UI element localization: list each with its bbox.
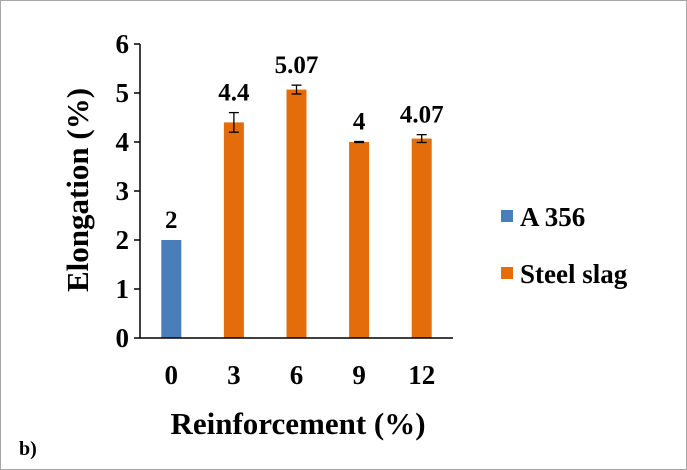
legend-label-a356: A 356 (520, 202, 585, 232)
y-tick-label: 1 (116, 274, 130, 304)
legend-swatch-a356 (501, 210, 513, 222)
y-axis-ticks: 0 1 2 3 4 5 6 (116, 29, 140, 353)
bar (223, 122, 244, 339)
legend: A 356 Steel slag (501, 202, 628, 289)
legend-swatch-steel-slag (501, 267, 513, 279)
data-label: 5.07 (275, 52, 319, 79)
x-axis-title: Reinforcement (%) (170, 406, 425, 441)
y-tick-label: 2 (116, 225, 130, 255)
bar (286, 89, 307, 338)
y-tick-label: 3 (116, 176, 130, 206)
bar (161, 240, 182, 338)
x-tick-label: 0 (165, 360, 179, 390)
x-tick-label: 9 (352, 360, 366, 390)
y-axis-title: Elongation (%) (60, 88, 95, 292)
error-bars (228, 84, 427, 144)
x-tick-label: 12 (408, 360, 435, 390)
data-labels: 2 4.4 5.07 4 4.07 (165, 52, 444, 234)
x-tick-label: 3 (227, 360, 241, 390)
x-tick-label: 6 (290, 360, 304, 390)
data-label: 4 (353, 109, 366, 136)
bars (161, 89, 432, 339)
y-tick-label: 0 (116, 323, 130, 353)
data-label: 2 (165, 207, 178, 234)
y-tick-label: 5 (116, 78, 130, 108)
legend-label-steel-slag: Steel slag (520, 259, 628, 289)
x-axis-ticks: 0 3 6 9 12 (165, 360, 436, 390)
data-label: 4.07 (400, 102, 444, 129)
y-tick-label: 6 (116, 29, 130, 59)
data-label: 4.4 (218, 80, 250, 107)
y-tick-label: 4 (116, 127, 130, 157)
bar (411, 138, 432, 338)
bar (349, 142, 370, 338)
panel-label: b) (19, 438, 37, 460)
